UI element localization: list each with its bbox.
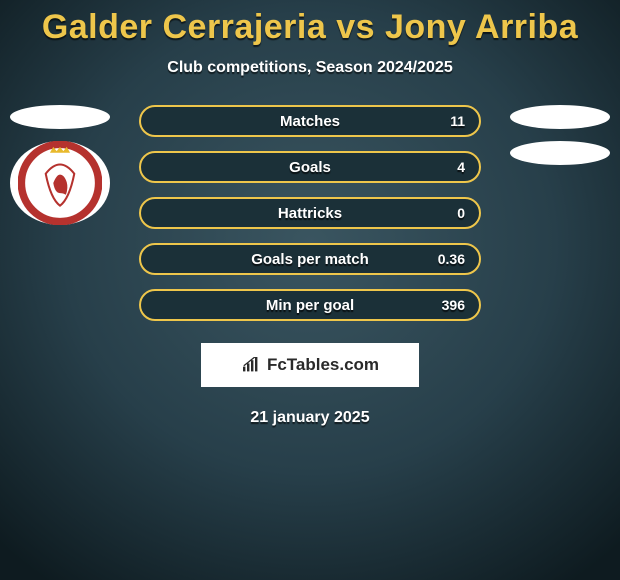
stat-row: Matches 11 [139, 105, 481, 137]
stat-row: Goals per match 0.36 [139, 243, 481, 275]
stat-row: Hattricks 0 [139, 197, 481, 229]
stat-label: Goals [289, 159, 331, 176]
club-crest-icon: CULTURAL Y DEPORTIVA LEONESA [18, 141, 102, 225]
stats-table: Matches 11 Goals 4 Hattricks 0 Goals per match… [139, 105, 481, 321]
right-blank-badge-1 [510, 105, 610, 129]
left-club-badge: CULTURAL Y DEPORTIVA LEONESA [10, 141, 110, 225]
stat-row: Min per goal 396 [139, 289, 481, 321]
brand-label: FcTables.com [267, 355, 379, 375]
right-blank-badge-2 [510, 141, 610, 165]
stat-value-right: 0 [425, 205, 465, 221]
stat-row: Goals 4 [139, 151, 481, 183]
stat-value-right: 0.36 [425, 251, 465, 267]
left-player-badges: CULTURAL Y DEPORTIVA LEONESA [10, 105, 110, 225]
stat-label: Matches [280, 113, 340, 130]
right-player-badges [510, 105, 610, 165]
bar-chart-icon [241, 357, 261, 373]
subtitle: Club competitions, Season 2024/2025 [167, 59, 452, 77]
stat-label: Hattricks [278, 205, 342, 222]
stat-label: Min per goal [266, 297, 354, 314]
brand-box: FcTables.com [201, 343, 419, 387]
stat-value-right: 396 [425, 297, 465, 313]
page-title: Galder Cerrajeria vs Jony Arriba [42, 8, 578, 47]
comparison-area: CULTURAL Y DEPORTIVA LEONESA Matches 11 Go… [0, 105, 620, 321]
stat-value-right: 4 [425, 159, 465, 175]
date-label: 21 january 2025 [250, 409, 369, 427]
stat-value-right: 11 [425, 113, 465, 129]
left-blank-badge [10, 105, 110, 129]
stat-label: Goals per match [251, 251, 369, 268]
